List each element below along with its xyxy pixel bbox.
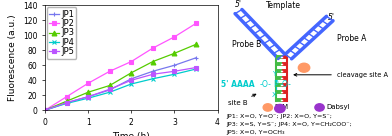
JP5 bbox=[151, 73, 155, 75]
Text: Dabsyl: Dabsyl bbox=[327, 104, 350, 110]
Line: JP1: JP1 bbox=[43, 55, 198, 113]
JP2 bbox=[172, 36, 177, 38]
Text: Template: Template bbox=[266, 1, 301, 10]
Circle shape bbox=[275, 104, 285, 113]
Text: FAM: FAM bbox=[275, 104, 289, 110]
JP3 bbox=[172, 52, 177, 54]
JP3 bbox=[151, 61, 155, 62]
JP2 bbox=[107, 70, 112, 72]
JP4 bbox=[64, 103, 69, 104]
JP2 bbox=[129, 61, 134, 62]
JP1 bbox=[151, 70, 155, 72]
Text: 5': 5' bbox=[328, 13, 335, 22]
JP3 bbox=[194, 44, 198, 45]
Y-axis label: Fluorescence (a.u.): Fluorescence (a.u.) bbox=[8, 15, 17, 101]
Text: -O-: -O- bbox=[280, 80, 292, 89]
JP1 bbox=[107, 89, 112, 91]
Line: JP2: JP2 bbox=[43, 21, 198, 113]
Text: JP1: X=O, Y=O⁻; JP2: X=O, Y=S⁻;: JP1: X=O, Y=O⁻; JP2: X=O, Y=S⁻; bbox=[227, 114, 332, 119]
JP2 bbox=[43, 109, 47, 111]
JP5 bbox=[86, 96, 91, 98]
Line: JP4: JP4 bbox=[43, 67, 198, 113]
Text: JP3: X=S, Y=S⁻; JP4: X=O, Y=CH₂COO⁻;: JP3: X=S, Y=S⁻; JP4: X=O, Y=CH₂COO⁻; bbox=[227, 122, 352, 127]
JP2 bbox=[194, 23, 198, 24]
Text: -O-: -O- bbox=[259, 80, 271, 89]
JP4 bbox=[151, 78, 155, 80]
JP1 bbox=[129, 78, 134, 80]
Line: JP3: JP3 bbox=[43, 42, 198, 113]
JP1 bbox=[172, 64, 177, 66]
JP5 bbox=[172, 70, 177, 72]
Text: Probe B: Probe B bbox=[232, 40, 261, 49]
JP2 bbox=[64, 96, 69, 98]
JP3 bbox=[86, 91, 91, 93]
Text: 5': 5' bbox=[235, 0, 242, 9]
JP4 bbox=[107, 91, 112, 93]
JP5 bbox=[64, 102, 69, 103]
JP3 bbox=[64, 100, 69, 102]
Text: JP5: X=O, Y=OCH₃: JP5: X=O, Y=OCH₃ bbox=[227, 130, 285, 135]
JP5 bbox=[43, 109, 47, 111]
Text: site B: site B bbox=[228, 94, 256, 106]
JP2 bbox=[151, 47, 155, 49]
JP4 bbox=[172, 73, 177, 75]
JP4 bbox=[86, 97, 91, 99]
JP1 bbox=[194, 57, 198, 59]
Text: 5' AAAA: 5' AAAA bbox=[221, 80, 255, 89]
JP2 bbox=[86, 82, 91, 84]
Text: P: P bbox=[273, 80, 278, 89]
JP3 bbox=[129, 72, 134, 74]
X-axis label: Time (h): Time (h) bbox=[113, 132, 150, 136]
Line: JP5: JP5 bbox=[43, 65, 198, 113]
Circle shape bbox=[315, 104, 324, 111]
JP1 bbox=[43, 109, 47, 111]
Text: Y: Y bbox=[272, 71, 276, 77]
JP4 bbox=[43, 109, 47, 111]
Circle shape bbox=[263, 104, 272, 111]
Circle shape bbox=[298, 63, 310, 72]
JP4 bbox=[129, 83, 134, 85]
JP1 bbox=[64, 102, 69, 103]
JP3 bbox=[43, 109, 47, 111]
JP5 bbox=[129, 79, 134, 81]
Text: cleavage site A: cleavage site A bbox=[294, 72, 388, 78]
Text: X: X bbox=[272, 92, 276, 98]
JP1 bbox=[86, 96, 91, 98]
Legend: JP1, JP2, JP3, JP4, JP5: JP1, JP2, JP3, JP4, JP5 bbox=[47, 7, 76, 59]
JP3 bbox=[107, 85, 112, 86]
JP5 bbox=[107, 88, 112, 90]
JP5 bbox=[194, 67, 198, 68]
Text: Probe A: Probe A bbox=[337, 34, 366, 43]
JP4 bbox=[194, 68, 198, 70]
